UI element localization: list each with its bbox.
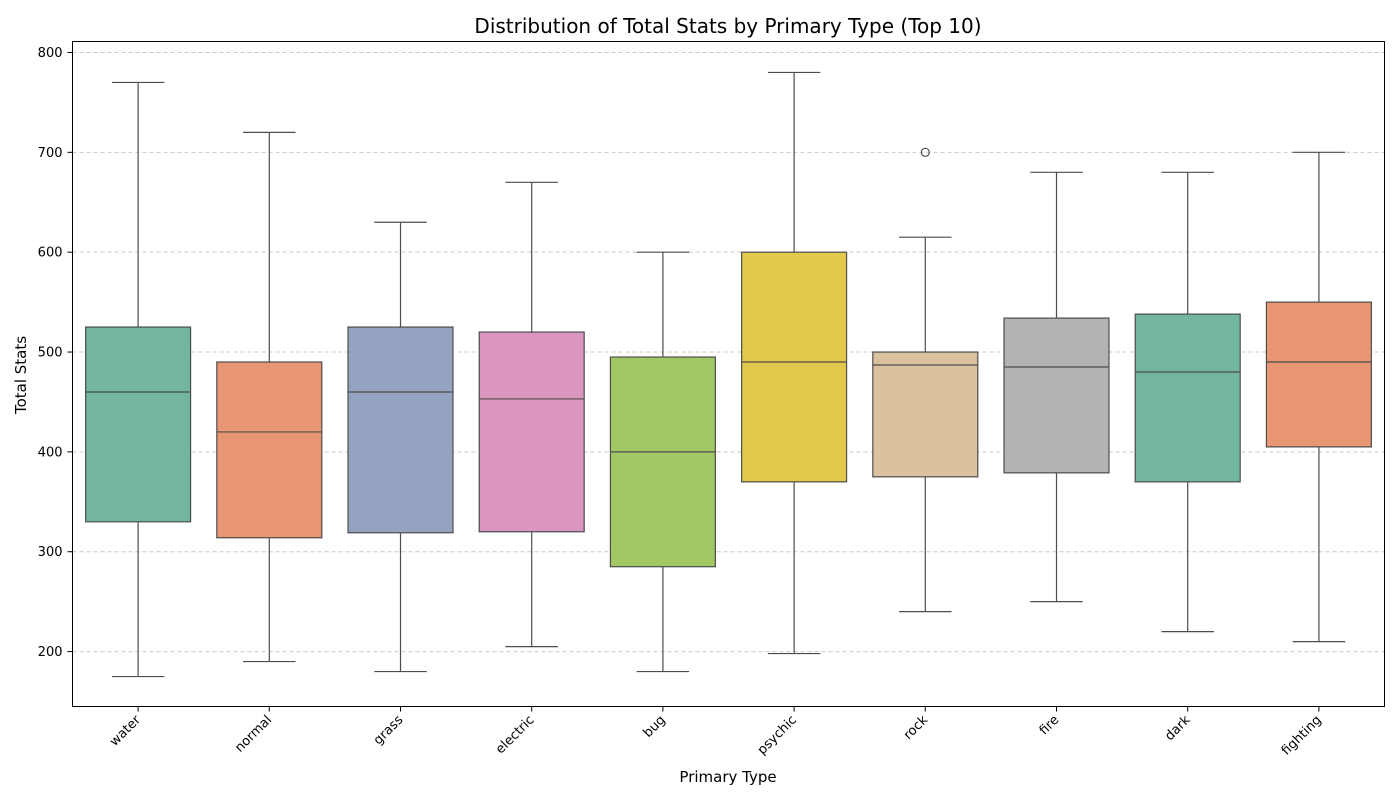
x-tick-label-dark: dark xyxy=(1162,712,1194,744)
box-water xyxy=(85,81,192,678)
box-rock xyxy=(872,147,979,613)
box-grass xyxy=(347,221,454,673)
box-dark xyxy=(1134,171,1241,633)
iqr-box-grass xyxy=(347,326,454,534)
iqr-box-bug xyxy=(609,356,716,568)
chart-title: Distribution of Total Stats by Primary T… xyxy=(474,14,981,38)
x-tick-label-fighting: fighting xyxy=(1279,713,1325,759)
y-tick-label-800: 800 xyxy=(38,46,63,61)
x-axis-label: Primary Type xyxy=(679,768,776,786)
y-axis-ticks: 200 300 400 500 600 700 800 xyxy=(38,46,73,660)
outlier-rock-0 xyxy=(920,147,930,157)
x-tick-label-normal: normal xyxy=(232,713,275,756)
x-tick-label-fire: fire xyxy=(1037,713,1063,739)
iqr-box-rock xyxy=(872,351,979,478)
iqr-box-normal xyxy=(216,361,323,539)
iqr-box-water xyxy=(85,326,192,523)
x-tick-label-bug: bug xyxy=(641,713,669,741)
y-axis-label: Total Stats xyxy=(12,336,30,415)
x-tick-label-psychic: psychic xyxy=(755,713,800,758)
iqr-box-fire xyxy=(1003,317,1110,474)
iqr-box-psychic xyxy=(741,251,848,483)
iqr-box-electric xyxy=(478,331,585,533)
box-electric xyxy=(478,181,585,648)
iqr-box-dark xyxy=(1134,313,1241,483)
y-tick-label-600: 600 xyxy=(38,246,63,261)
box-fire xyxy=(1003,171,1110,603)
x-tick-label-grass: grass xyxy=(371,713,407,749)
y-tick-label-300: 300 xyxy=(38,545,63,560)
iqr-box-fighting xyxy=(1265,301,1372,448)
box-fighting xyxy=(1265,151,1372,643)
boxes xyxy=(85,71,1372,678)
y-tick-label-400: 400 xyxy=(38,445,63,460)
x-tick-label-rock: rock xyxy=(901,712,932,743)
y-tick-label-700: 700 xyxy=(38,146,63,161)
y-tick-label-200: 200 xyxy=(38,645,63,660)
plot-area-frame xyxy=(72,41,1385,707)
y-tick-label-500: 500 xyxy=(38,346,63,361)
box-psychic xyxy=(741,71,848,655)
box-normal xyxy=(216,131,323,663)
box-bug xyxy=(609,251,716,673)
x-axis-ticks: water normal grass electric bug psychic rock fi… xyxy=(107,706,1325,759)
x-tick-label-electric: electric xyxy=(493,713,538,758)
x-tick-label-water: water xyxy=(107,712,144,749)
